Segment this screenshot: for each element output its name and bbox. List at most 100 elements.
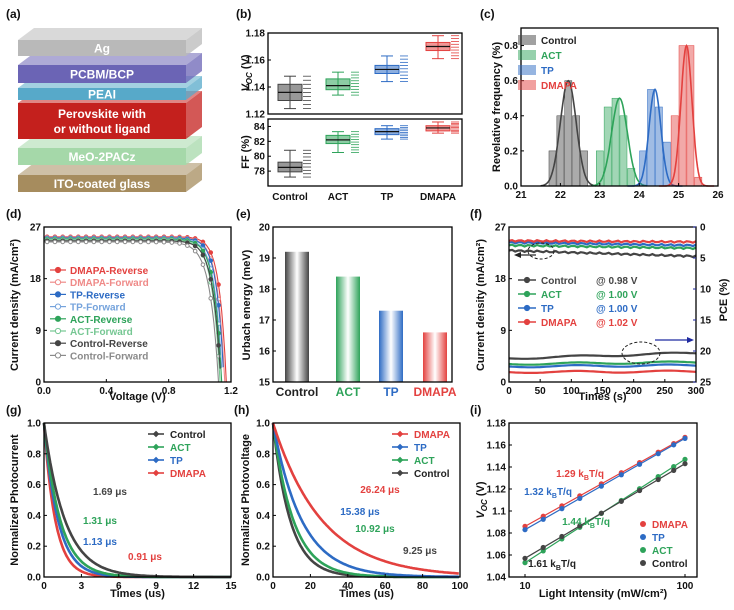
data-point bbox=[577, 523, 583, 529]
y-tick-label: 1.1 bbox=[492, 507, 506, 518]
stack-layer-meo-2pacz: MeO-2PACz bbox=[18, 136, 202, 165]
data-point bbox=[138, 239, 143, 245]
data-point bbox=[54, 340, 62, 347]
data-point bbox=[122, 239, 128, 245]
plot-frame bbox=[267, 118, 463, 187]
layer-label: Ag bbox=[94, 42, 110, 56]
legend-label: ACT bbox=[414, 456, 435, 467]
panel-label-g: (g) bbox=[6, 403, 21, 417]
slope-label-tp: 1.32 kBT/q bbox=[524, 487, 572, 500]
legend-swatch bbox=[518, 80, 536, 90]
gaussian-fit bbox=[627, 88, 683, 187]
y-right-tick-label: 5 bbox=[700, 254, 706, 265]
y-tick-label: 1.0 bbox=[256, 419, 270, 430]
y-tick-label: 0.0 bbox=[256, 573, 270, 584]
y-tick-label: 19 bbox=[259, 254, 271, 265]
layer-label: MeO-2PACz bbox=[68, 150, 135, 164]
lifetime-label: 9.25 μs bbox=[403, 546, 437, 557]
legend-label: Control bbox=[414, 469, 450, 480]
data-point bbox=[146, 239, 151, 245]
y-axis-title: PCE (%) bbox=[718, 278, 730, 321]
lifetime-label: 1.31 μs bbox=[83, 516, 117, 527]
data-point bbox=[68, 239, 73, 245]
data-point bbox=[192, 248, 198, 254]
y-tick-label: 84 bbox=[254, 122, 266, 133]
current-density-trace bbox=[508, 248, 697, 259]
data-point bbox=[54, 303, 62, 310]
data-point bbox=[523, 304, 531, 312]
data-point bbox=[396, 456, 404, 464]
pce-trace bbox=[508, 369, 697, 374]
y-tick-label: 27 bbox=[30, 223, 42, 234]
layer-front-face bbox=[18, 148, 186, 165]
y-tick-label: 1.14 bbox=[487, 463, 507, 474]
stack-layer-ito-coated-glass: ITO-coated glass bbox=[18, 163, 202, 192]
data-point bbox=[598, 510, 604, 516]
histogram-bar bbox=[596, 150, 604, 187]
current-density-trace bbox=[508, 243, 697, 251]
legend-label: TP-Forward bbox=[70, 303, 126, 314]
legend-swatch bbox=[518, 50, 536, 60]
y-axis-title: Urbach energy (meV) bbox=[241, 249, 253, 360]
decay-tp bbox=[271, 422, 459, 579]
y-tick-label: 80 bbox=[254, 152, 266, 163]
legend-bias: @ 0.98 V bbox=[596, 276, 638, 287]
data-point bbox=[618, 472, 624, 478]
data-point bbox=[200, 252, 206, 258]
x-tick-label: 100 bbox=[563, 386, 580, 397]
x-tick-label: 250 bbox=[656, 386, 673, 397]
box-tp bbox=[374, 125, 408, 140]
data-point bbox=[559, 506, 565, 512]
x-tick-label: 0.4 bbox=[99, 386, 113, 397]
y-right-tick-label: 0 bbox=[700, 223, 706, 234]
y-tick-label: 0.4 bbox=[256, 511, 270, 522]
histogram-bar bbox=[655, 106, 663, 187]
legend-label: TP bbox=[652, 533, 665, 544]
data-point bbox=[54, 352, 62, 359]
x-tick-label: 0 bbox=[41, 581, 47, 592]
panel-label-b: (b) bbox=[236, 7, 251, 21]
data-point bbox=[216, 343, 221, 348]
layer-front-face bbox=[18, 65, 186, 83]
panel-i-voc-vs-light: 1.04 1.06 1.08 1.1 1.12 1.14 1.16 1.18 10 100 Ligh… bbox=[475, 419, 698, 600]
data-point bbox=[99, 239, 104, 245]
data-point bbox=[208, 276, 214, 282]
legend-bias: @ 1.00 V bbox=[596, 290, 638, 301]
urbach-bar-tp bbox=[379, 310, 403, 382]
x-tick-label: 150 bbox=[594, 386, 611, 397]
decay-curve bbox=[271, 422, 459, 575]
layer-side-face bbox=[186, 53, 202, 83]
x-tick-label: 60 bbox=[380, 581, 392, 592]
layer-side-face bbox=[186, 163, 202, 192]
y-tick-label: 0.2 bbox=[504, 146, 518, 157]
x-axis-title: Voltage (V) bbox=[109, 391, 166, 403]
y-tick-label: 0.4 bbox=[504, 111, 518, 122]
y-tick-label: 1.0 bbox=[27, 419, 41, 430]
data-point bbox=[655, 476, 661, 483]
x-axis-title: Times (s) bbox=[578, 391, 626, 403]
y-tick-label: 17 bbox=[259, 316, 271, 327]
y-axis-title: FF (%) bbox=[240, 135, 252, 169]
legend-label: TP bbox=[170, 456, 183, 467]
data-point bbox=[208, 258, 214, 263]
x-tick-label: 0 bbox=[270, 581, 276, 592]
layer-side-face bbox=[186, 76, 202, 100]
data-point bbox=[671, 467, 677, 473]
layer-top-face bbox=[18, 163, 202, 175]
plot-frame bbox=[272, 226, 453, 383]
data-point bbox=[152, 456, 160, 464]
data-point bbox=[522, 560, 528, 566]
legend-label: TP bbox=[541, 304, 554, 315]
panel-label-h: (h) bbox=[234, 403, 249, 417]
data-point bbox=[208, 250, 214, 255]
layer-top-face bbox=[18, 28, 202, 40]
legend-label: Control bbox=[541, 36, 577, 47]
layer-front-face bbox=[18, 40, 186, 56]
data-point bbox=[523, 318, 531, 326]
y-tick-label: 9 bbox=[500, 326, 506, 337]
y-tick-label: 1.06 bbox=[487, 551, 507, 562]
data-point bbox=[152, 469, 160, 477]
plot-frame bbox=[520, 27, 719, 187]
fit-line bbox=[524, 463, 686, 559]
device-stack-diagram: ITO-coated glass MeO-2PACz Perovskite with… bbox=[18, 28, 202, 192]
